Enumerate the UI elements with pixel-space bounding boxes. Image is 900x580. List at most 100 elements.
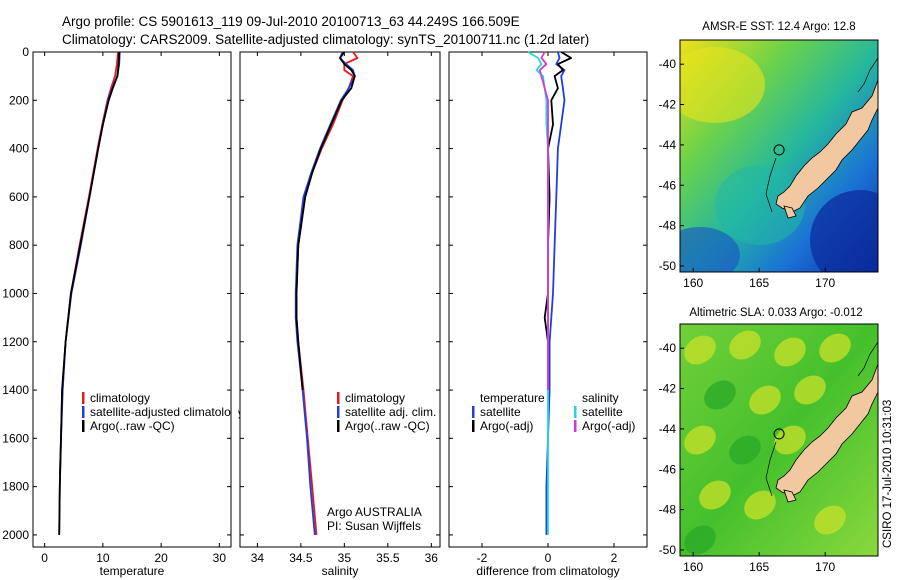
sla-patch bbox=[749, 385, 781, 415]
bathymetry-contour bbox=[765, 157, 777, 213]
x-tick-label: 35.5 bbox=[376, 551, 400, 565]
y-tick-label: 0 bbox=[22, 45, 29, 59]
map-y-tick-label: -42 bbox=[659, 98, 677, 112]
x-tick-label: 30 bbox=[213, 551, 227, 565]
difference-series bbox=[527, 51, 572, 535]
timestamp-side-label: CSIRO 17-Jul-2010 10:31:03 bbox=[882, 400, 894, 548]
figure-title-line2: Climatology: CARS2009. Satellite-adjuste… bbox=[62, 32, 589, 47]
x-tick-label: 2 bbox=[611, 551, 618, 565]
sst-map-title: AMSR-E SST: 12.4 Argo: 12.8 bbox=[702, 21, 855, 33]
temperature-legend: climatology satellite-adjusted climatolo… bbox=[82, 391, 243, 433]
y-tick-label: 600 bbox=[9, 190, 29, 204]
difference-y-ticks bbox=[449, 51, 647, 536]
sst-map-image bbox=[680, 40, 878, 272]
series-line-salinity-argo-adj bbox=[538, 51, 549, 390]
y-tick-label: 400 bbox=[9, 142, 29, 156]
sla-patch bbox=[704, 380, 736, 410]
legend-label-argo: Argo(..raw -QC) bbox=[345, 419, 430, 433]
temperature-x-ticks: 0 10 20 30 bbox=[41, 52, 226, 565]
map-x-tick-label: 160 bbox=[683, 560, 703, 574]
map-y-tick-label: -42 bbox=[659, 382, 677, 396]
sla-patch bbox=[774, 425, 806, 455]
difference-x-label: difference from climatology bbox=[476, 564, 619, 578]
difference-panel: -2 0 2 difference from climatology tempera… bbox=[448, 51, 648, 578]
sla-patch bbox=[684, 525, 716, 555]
x-tick-label: 0 bbox=[545, 551, 552, 565]
legend-swatch-argo bbox=[337, 420, 340, 432]
sst-map-x-ticks: 160 165 170 bbox=[683, 268, 836, 290]
map-y-tick-label: -40 bbox=[659, 341, 677, 355]
sla-map-y-ticks: -40 -42 -44 -46 -48 -50 bbox=[659, 341, 684, 557]
x-tick-label: 20 bbox=[154, 551, 168, 565]
legend-heading-salinity: salinity bbox=[582, 391, 619, 405]
difference-legend: temperature satellite Argo(-adj) salinit… bbox=[472, 391, 635, 433]
legend-swatch-satellite bbox=[337, 406, 340, 418]
sst-map-y-ticks: -40 -42 -44 -46 -48 -50 bbox=[659, 57, 684, 273]
series-line-argo-raw-qc bbox=[58, 51, 121, 535]
sst-cool-patch bbox=[715, 165, 805, 245]
map-y-tick-label: -48 bbox=[659, 219, 677, 233]
legend-swatch-satellite bbox=[82, 406, 85, 418]
map-y-tick-label: -44 bbox=[659, 138, 677, 152]
bathymetry-contour bbox=[857, 57, 878, 93]
sla-map-image bbox=[680, 324, 878, 556]
x-tick-label: 36 bbox=[425, 551, 439, 565]
temperature-series bbox=[58, 51, 121, 535]
series-line-temperature-argo-adj bbox=[543, 51, 572, 390]
map-y-tick-label: -48 bbox=[659, 503, 677, 517]
bathymetry-contour bbox=[857, 341, 878, 377]
sla-map-panel: Altimetric SLA: 0.033 Argo: -0.012 -40 -4… bbox=[659, 307, 879, 574]
sla-patch bbox=[684, 425, 716, 455]
salinity-legend: climatology satellite adj. clim. Argo(..… bbox=[337, 391, 436, 433]
figure-title-line1: Argo profile: CS 5901613_119 09-Jul-2010… bbox=[62, 14, 520, 29]
y-tick-label: 1600 bbox=[2, 431, 29, 445]
temperature-y-ticks: 0 200 400 600 800 1000 1200 1400 1600 1800 2000 bbox=[2, 45, 231, 542]
temperature-plot-frame bbox=[32, 51, 232, 548]
sla-patch bbox=[814, 505, 846, 535]
legend-overflow-mask bbox=[231, 392, 239, 432]
x-tick-label: 34.5 bbox=[289, 551, 313, 565]
sst-map-panel: AMSR-E SST: 12.4 Argo: 12.8 -40 -42 -44 -46… bbox=[659, 21, 879, 290]
sla-map-title: Altimetric SLA: 0.033 Argo: -0.012 bbox=[689, 307, 862, 319]
sst-cold-patch-sw bbox=[680, 227, 740, 272]
temperature-panel: 0 200 400 600 800 1000 1200 1400 1600 1800 2000 0 1… bbox=[2, 45, 243, 578]
sla-map-frame bbox=[679, 323, 879, 557]
sla-patch bbox=[684, 335, 716, 365]
map-y-tick-label: -50 bbox=[659, 543, 677, 557]
salinity-x-ticks: 34 34.5 35 35.5 36 bbox=[251, 52, 439, 565]
map-y-tick-label: -46 bbox=[659, 178, 677, 192]
argo-float-marker bbox=[773, 144, 785, 156]
legend-swatch-climatology bbox=[82, 392, 85, 404]
map-y-tick-label: -50 bbox=[659, 259, 677, 273]
y-tick-label: 1800 bbox=[2, 480, 29, 494]
sla-anomaly-patches bbox=[684, 330, 851, 555]
legend-swatch-argo bbox=[82, 420, 85, 432]
salinity-panel: 34 34.5 35 35.5 36 salinity climatology sate… bbox=[239, 51, 441, 578]
map-x-tick-label: 170 bbox=[815, 276, 835, 290]
sst-cold-patch bbox=[810, 190, 878, 272]
legend-label-climatology: climatology bbox=[345, 391, 405, 405]
sla-patch bbox=[729, 435, 761, 465]
sla-patch bbox=[729, 330, 761, 360]
legend-label-argo: Argo(..raw -QC) bbox=[90, 419, 175, 433]
sla-map-x-ticks: 160 165 170 bbox=[683, 552, 836, 574]
argo-float-marker bbox=[773, 428, 785, 440]
legend-label-satellite: satellite-adjusted climatology bbox=[90, 405, 243, 419]
map-y-tick-label: -40 bbox=[659, 57, 677, 71]
sst-map-frame bbox=[679, 39, 879, 273]
x-tick-label: 0 bbox=[41, 551, 48, 565]
legend-heading-temperature: temperature bbox=[480, 391, 545, 405]
y-tick-label: 200 bbox=[9, 93, 29, 107]
sla-patch bbox=[774, 337, 806, 367]
legend-label-temp-satellite: satellite bbox=[480, 405, 521, 419]
stewart-island-land bbox=[783, 205, 797, 219]
credit-line1: Argo AUSTRALIA bbox=[327, 505, 422, 519]
south-island-land bbox=[775, 79, 878, 213]
y-tick-label: 1000 bbox=[2, 286, 29, 300]
stewart-island-land bbox=[783, 489, 797, 503]
salinity-y-ticks bbox=[240, 51, 440, 536]
legend-swatch-sal-argo bbox=[574, 420, 577, 432]
legend-swatch-climatology bbox=[337, 392, 340, 404]
map-x-tick-label: 170 bbox=[815, 560, 835, 574]
